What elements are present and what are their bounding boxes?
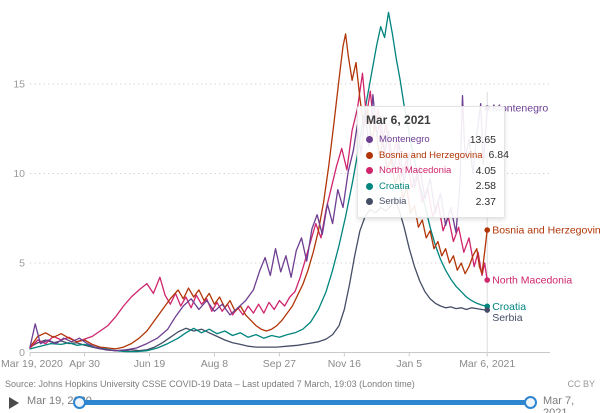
x-axis-tick-label: Apr 30: [69, 358, 100, 370]
x-axis-tick-label: Sep 27: [263, 358, 296, 370]
x-axis-tick-label: Nov 16: [328, 358, 361, 370]
entity-label-north-macedonia[interactable]: North Macedonia: [492, 275, 572, 287]
tooltip-row: Bosnia and Herzegovina 6.84: [366, 148, 509, 164]
entity-label-serbia[interactable]: Serbia: [492, 312, 523, 324]
timeline-start-handle[interactable]: [73, 395, 86, 409]
series-line-bosnia-and-herzegovina[interactable]: [29, 33, 488, 350]
series-color-dot-icon: [366, 167, 373, 175]
tooltip-series-value: 2.58: [475, 180, 496, 193]
tooltip-rows: Montenegro 13.65 Bosnia and Herzegovina 6.8…: [366, 132, 509, 210]
chart-footer: Source: Johns Hopkins University CSSE CO…: [5, 377, 595, 390]
tooltip-series-label: North Macedonia: [379, 165, 452, 177]
tooltip-series-label: Serbia: [379, 196, 407, 208]
timeline-end-handle[interactable]: [524, 395, 537, 409]
series-end-dot: [484, 307, 491, 313]
chart-canvas[interactable]: 0 5 10 15 Mar 19, 2020 Apr 30 Jun 19 Aug 8 Sep 2…: [0, 0, 600, 372]
tooltip-series-label: Bosnia and Herzegovina: [379, 149, 483, 161]
timeline-slider-track[interactable]: [73, 395, 537, 409]
tooltip-series-value: 13.65: [469, 133, 496, 146]
y-axis-tick-label: 15: [13, 79, 25, 91]
x-axis-tick-label: Jan 5: [396, 358, 422, 370]
tooltip-series-value: 2.37: [475, 195, 496, 208]
source-note: Source: Johns Hopkins University CSSE CO…: [5, 378, 415, 389]
entity-label-montenegro[interactable]: Montenegro: [492, 103, 548, 115]
tooltip-row: Serbia 2.37: [366, 194, 496, 210]
tooltip-series-label: Croatia: [379, 180, 410, 192]
timeline-end-label[interactable]: Mar 7, 2021: [543, 395, 575, 413]
entity-label-bosnia-and-herzegovina[interactable]: Bosnia and Herzegovina: [492, 225, 600, 237]
play-icon[interactable]: [9, 396, 19, 409]
tooltip-row: North Macedonia 4.05: [366, 163, 496, 179]
x-axis-tick-label: Mar 19, 2020: [1, 358, 63, 370]
hover-tooltip: Mar 6, 2021 Montenegro 13.65 Bosnia and He…: [357, 106, 509, 218]
series-color-dot-icon: [366, 182, 373, 190]
tooltip-date: Mar 6, 2021: [366, 113, 431, 127]
timeline-control: Mar 19, 2020 Mar 7, 2021: [0, 392, 600, 413]
series-color-dot-icon: [366, 198, 373, 206]
x-axis-tick-label: Aug 8: [201, 358, 229, 370]
y-axis-tick-label: 5: [19, 258, 25, 270]
series-color-dot-icon: [366, 151, 373, 159]
x-axis-tick-label: Jun 19: [134, 358, 166, 370]
y-axis-tick-label: 0: [19, 347, 25, 359]
line-chart[interactable]: 0 5 10 15 Mar 19, 2020 Apr 30 Jun 19 Aug 8 Sep 2…: [0, 0, 600, 372]
series-color-dot-icon: [366, 136, 373, 144]
series-end-dot: [484, 277, 491, 283]
tooltip-series-value: 4.05: [475, 164, 496, 177]
tooltip-series-value: 6.84: [488, 149, 509, 162]
entity-label-croatia[interactable]: Croatia: [492, 301, 526, 313]
tooltip-row: Croatia 2.58: [366, 179, 496, 195]
series-end-dot: [484, 227, 491, 233]
tooltip-series-label: Montenegro: [379, 134, 430, 146]
y-axis-tick-label: 10: [13, 168, 25, 180]
license-link[interactable]: CC BY: [567, 378, 595, 389]
series-line-croatia[interactable]: [29, 11, 488, 353]
x-axis-tick-label: Mar 6, 2021: [459, 358, 515, 370]
tooltip-row: Montenegro 13.65: [366, 132, 496, 148]
